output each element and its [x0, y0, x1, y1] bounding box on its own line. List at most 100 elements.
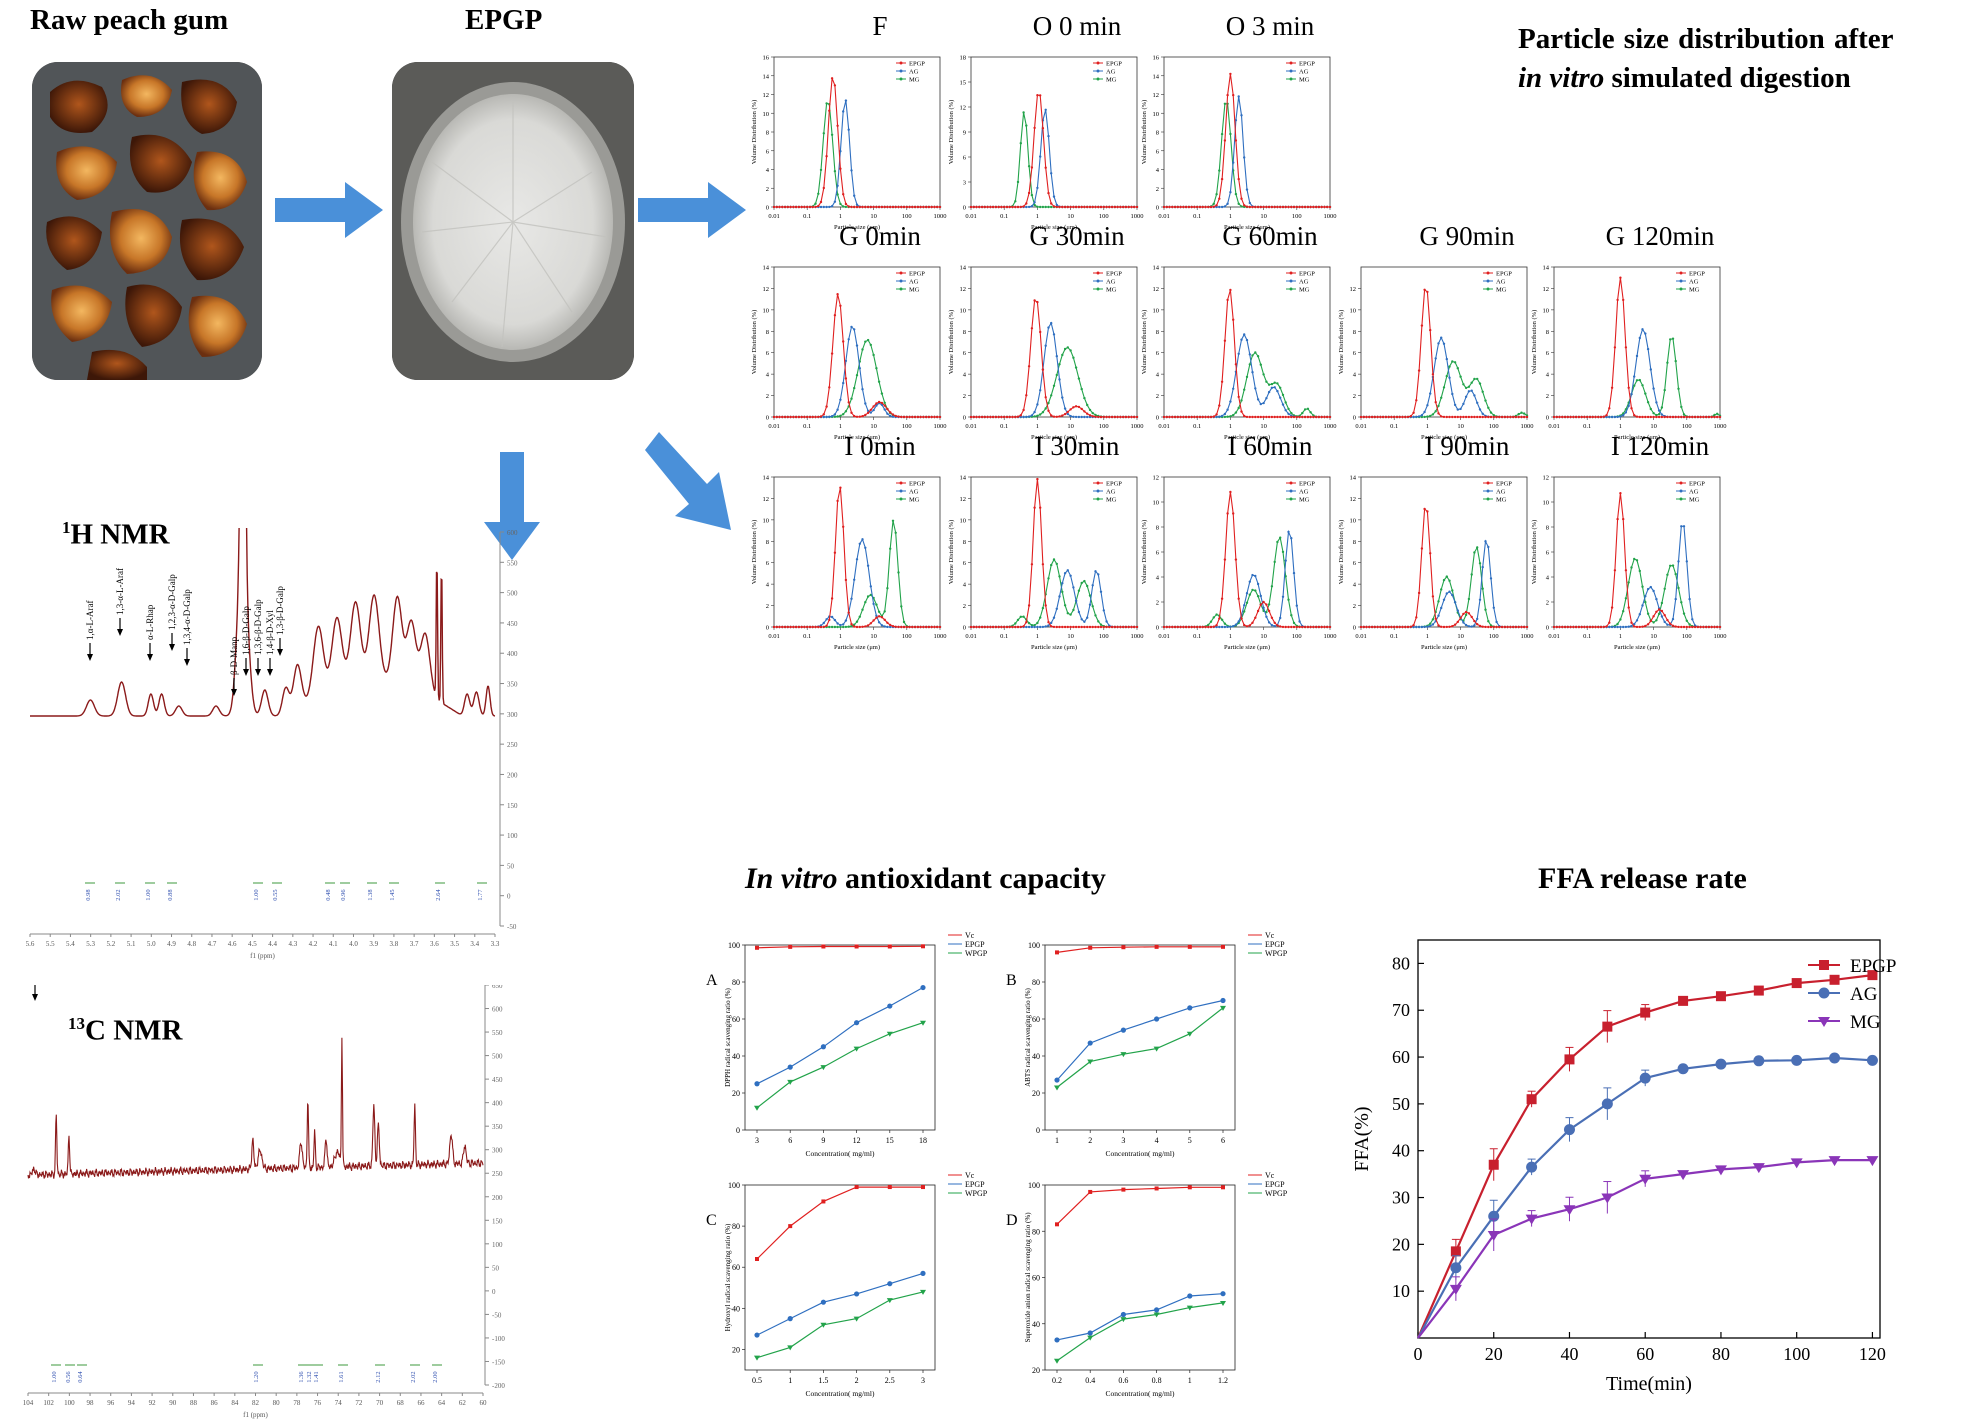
- psd-point-ag: [1622, 625, 1625, 629]
- psd-point-epgp: [817, 625, 820, 629]
- psd-point-epgp: [1292, 625, 1296, 629]
- psd-x-tick-label: 0.1: [1583, 633, 1591, 640]
- psd-point-epgp: [1262, 415, 1265, 419]
- psd-point-mg: [897, 571, 900, 574]
- psd-point-ag: [1055, 355, 1058, 358]
- psd-series-mg: [971, 346, 1137, 418]
- psd-point-ag: [1039, 389, 1042, 392]
- psd-point-ag: [886, 412, 889, 415]
- psd-legend-label: EPGP: [1496, 271, 1512, 278]
- psd-point-ag: [1298, 620, 1301, 623]
- nmr-integral-value: 1.00: [51, 1371, 58, 1382]
- psd-point-epgp: [792, 625, 795, 629]
- nmr-integral-value: 0.55: [272, 889, 279, 900]
- psd-point-epgp: [1027, 365, 1031, 368]
- psd-point-ag: [853, 328, 856, 331]
- psd-y-axis-label: Volume Distribution (%): [1338, 520, 1345, 585]
- antioxidant-x-label: Concentration( mg/ml): [1106, 1389, 1175, 1398]
- antioxidant-point-vc: [1121, 1187, 1126, 1192]
- psd-point-mg: [1652, 412, 1655, 415]
- psd-point-ag: [864, 546, 867, 549]
- psd-point-epgp: [1162, 415, 1166, 419]
- psd-y-tick-label: 0: [1156, 415, 1159, 422]
- ffa-x-tick-label: 100: [1783, 1344, 1810, 1364]
- ffa-series-epgp: [1416, 974, 1873, 1339]
- psd-x-tick-label: 0.1: [1193, 423, 1201, 430]
- psd-point-epgp: [830, 597, 834, 600]
- psd-point-epgp: [1262, 600, 1265, 604]
- psd-point-mg: [1016, 180, 1020, 184]
- psd-point-epgp: [1173, 205, 1177, 209]
- psd-legend-label: AG: [1106, 69, 1116, 76]
- nmr-integral-value: 1.20: [253, 1371, 260, 1382]
- nmr-y-tick-label: 400: [492, 1100, 503, 1108]
- psd-y-tick-label: 10: [1350, 517, 1357, 524]
- psd-y-tick-label: 12: [1543, 286, 1550, 293]
- psd-point-epgp: [983, 415, 986, 419]
- psd-point-epgp: [861, 205, 864, 209]
- psd-point-epgp: [997, 625, 1000, 629]
- psd-x-tick-label: 0.1: [1583, 423, 1591, 430]
- ffa-chart: 0 20 40 60 80 100 1201020304050607080Time(min)…: [1351, 939, 1896, 1395]
- psd-point-epgp: [1312, 415, 1315, 419]
- psd-point-epgp: [1470, 615, 1473, 619]
- psd-point-epgp: [1370, 625, 1374, 629]
- psd-y-tick-label: 12: [1153, 286, 1160, 293]
- psd-point-ag: [1608, 415, 1611, 419]
- psd-point-ag: [1223, 205, 1227, 208]
- ffa-y-tick-label: 70: [1392, 1000, 1410, 1020]
- psd-point-epgp: [1326, 625, 1329, 629]
- psd-point-ag: [1619, 415, 1622, 418]
- antioxidant-y-tick-label: 80: [732, 1222, 740, 1231]
- ffa-y-tick-label: 20: [1392, 1234, 1410, 1254]
- psd-point-epgp: [916, 205, 920, 209]
- psd-point-epgp: [1086, 205, 1089, 209]
- psd-point-epgp: [775, 415, 778, 419]
- psd-point-ag: [1077, 610, 1081, 614]
- psd-point-epgp: [1182, 415, 1185, 419]
- psd-point-ag: [1273, 386, 1276, 389]
- psd-point-epgp: [781, 205, 784, 209]
- psd-point-epgp: [1052, 415, 1056, 418]
- nmr-x-tick-label: 5.1: [127, 940, 136, 948]
- ffa-point-ag: [1526, 1161, 1538, 1173]
- psd-y-tick-label: 0: [766, 625, 769, 632]
- psd-point-epgp: [794, 205, 798, 209]
- psd-point-mg: [1025, 124, 1028, 127]
- psd-point-epgp: [1234, 139, 1238, 142]
- psd-point-mg: [1655, 413, 1658, 417]
- psd-point-epgp: [938, 205, 942, 209]
- psd-point-mg: [1451, 589, 1454, 592]
- psd-point-epgp: [1270, 415, 1274, 419]
- psd-point-ag: [1453, 601, 1457, 604]
- nmr-y-tick-label: 600: [492, 1006, 503, 1014]
- psd-point-epgp: [1649, 619, 1652, 623]
- nmr-y-tick-label: 450: [492, 1076, 503, 1084]
- psd-legend-marker: [1096, 481, 1100, 485]
- psd-point-ag: [1682, 525, 1686, 528]
- psd-point-epgp: [1193, 205, 1196, 209]
- psd-point-epgp: [1646, 415, 1650, 419]
- psd-point-epgp: [783, 205, 787, 209]
- psd-point-mg: [1646, 401, 1650, 404]
- psd-point-epgp: [1387, 625, 1390, 629]
- nmr-peak-label: 1,6-β-D-Galp: [241, 606, 251, 655]
- psd-y-tick-label: 6: [1156, 550, 1160, 557]
- psd-x-tick-label: 0.1: [803, 633, 811, 640]
- antioxidant-x-tick-label: 0.4: [1085, 1376, 1095, 1385]
- psd-point-epgp: [1671, 415, 1675, 419]
- nmr-y-tick-label: 100: [492, 1241, 503, 1249]
- ffa-point-mg: [1639, 1174, 1652, 1185]
- psd-x-tick-label: 0.01: [768, 213, 779, 220]
- psd-point-mg: [872, 353, 875, 357]
- psd-point-epgp: [1716, 415, 1719, 419]
- nmr-y-tick-label: 150: [492, 1217, 503, 1225]
- psd-point-ag: [1415, 625, 1418, 629]
- psd-panel-title: I 60min: [1227, 431, 1313, 461]
- psd-point-epgp: [842, 525, 845, 528]
- psd-point-mg: [1027, 622, 1031, 625]
- psd-point-epgp: [855, 205, 859, 209]
- psd-y-tick-label: 10: [763, 307, 770, 314]
- psd-point-epgp: [869, 408, 872, 412]
- psd-point-epgp: [1298, 205, 1301, 209]
